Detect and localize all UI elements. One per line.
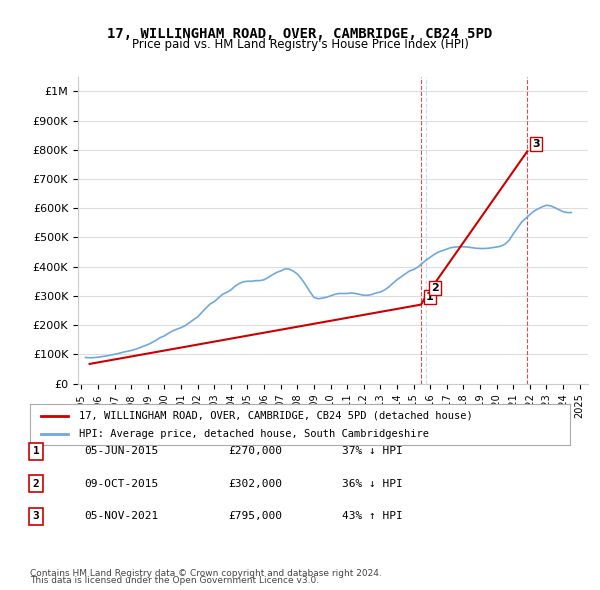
Text: 1: 1: [426, 292, 434, 302]
Text: 05-JUN-2015: 05-JUN-2015: [84, 447, 158, 456]
Text: 3: 3: [532, 139, 540, 149]
Text: HPI: Average price, detached house, South Cambridgeshire: HPI: Average price, detached house, Sout…: [79, 429, 428, 439]
Text: 36% ↓ HPI: 36% ↓ HPI: [342, 479, 403, 489]
Text: 09-OCT-2015: 09-OCT-2015: [84, 479, 158, 489]
Text: 17, WILLINGHAM ROAD, OVER, CAMBRIDGE, CB24 5PD: 17, WILLINGHAM ROAD, OVER, CAMBRIDGE, CB…: [107, 27, 493, 41]
Text: 2: 2: [431, 283, 439, 293]
Text: 3: 3: [32, 512, 40, 521]
Text: 1: 1: [32, 447, 40, 456]
Text: This data is licensed under the Open Government Licence v3.0.: This data is licensed under the Open Gov…: [30, 576, 319, 585]
Text: 2: 2: [32, 479, 40, 489]
Text: 17, WILLINGHAM ROAD, OVER, CAMBRIDGE, CB24 5PD (detached house): 17, WILLINGHAM ROAD, OVER, CAMBRIDGE, CB…: [79, 411, 472, 421]
Text: £795,000: £795,000: [228, 512, 282, 521]
Text: Price paid vs. HM Land Registry's House Price Index (HPI): Price paid vs. HM Land Registry's House …: [131, 38, 469, 51]
Text: Contains HM Land Registry data © Crown copyright and database right 2024.: Contains HM Land Registry data © Crown c…: [30, 569, 382, 578]
Text: 37% ↓ HPI: 37% ↓ HPI: [342, 447, 403, 456]
Text: £302,000: £302,000: [228, 479, 282, 489]
Text: £270,000: £270,000: [228, 447, 282, 456]
Text: 05-NOV-2021: 05-NOV-2021: [84, 512, 158, 521]
Text: 43% ↑ HPI: 43% ↑ HPI: [342, 512, 403, 521]
